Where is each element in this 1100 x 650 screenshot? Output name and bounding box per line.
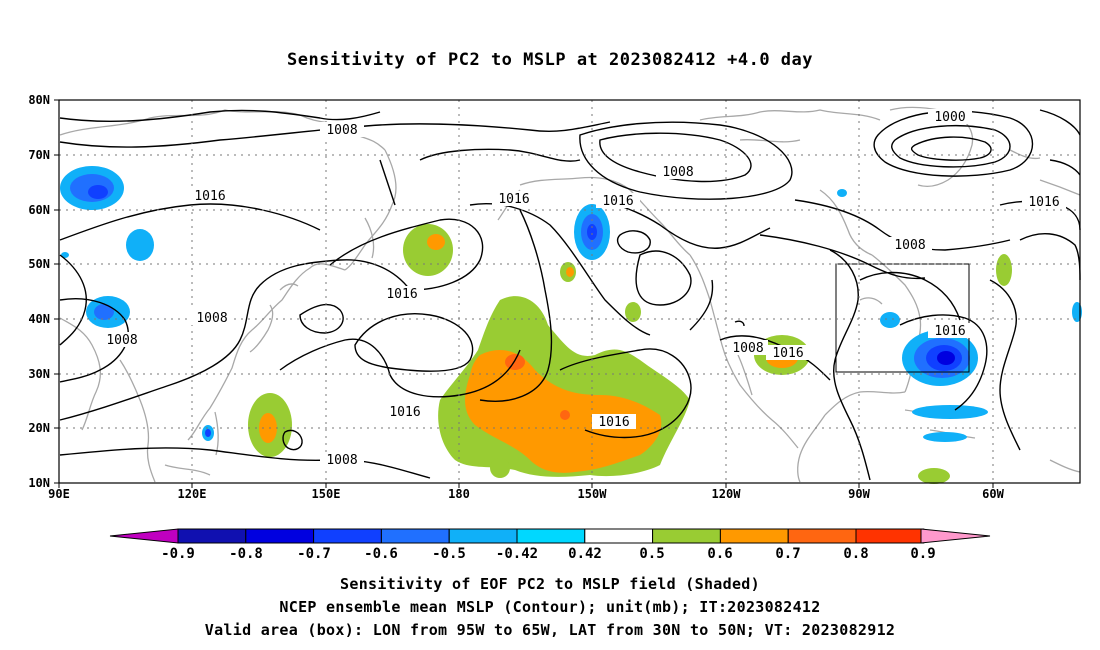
- colorbar-swatch: [584, 528, 654, 544]
- colorbar-tick-label: -0.8: [229, 546, 263, 562]
- lat-lon-grid: [59, 100, 1080, 483]
- negative-sensitivity-shading: [60, 166, 1082, 442]
- contour-label: 1016: [1028, 195, 1059, 210]
- lon-label: 120W: [712, 487, 742, 501]
- contour-label: 1016: [598, 415, 629, 430]
- colorbar-swatch: [380, 528, 450, 544]
- colorbar-tick-label: -0.9: [161, 546, 195, 562]
- lat-label: 80N: [28, 93, 50, 107]
- contour-label: 1008: [106, 333, 137, 348]
- colorbar-swatch: [652, 528, 721, 544]
- colorbar-swatch: [177, 528, 247, 544]
- longitude-labels: 90E 120E 150E 180 150W 120W 90W 60W: [48, 487, 1004, 501]
- lon-label: 120E: [178, 487, 207, 501]
- contour-label: 1008: [662, 165, 693, 180]
- colorbar-swatch: [719, 528, 789, 544]
- contour-label: 1016: [386, 287, 417, 302]
- contour-label: 1008: [326, 123, 357, 138]
- colorbar-tick-label: 0.7: [775, 546, 800, 562]
- lat-label: 40N: [28, 312, 50, 326]
- colorbar-swatch: [448, 528, 518, 544]
- contour-label: 1008: [196, 311, 227, 326]
- contour-label: 1016: [772, 346, 803, 361]
- contour-label: 1016: [934, 324, 965, 339]
- contour-label: 1008: [732, 341, 763, 356]
- contour-label: 1008: [894, 238, 925, 253]
- colorbar-right-arrow: [920, 528, 991, 544]
- colorbar-tick-label: 0.42: [568, 546, 602, 562]
- colorbar-tick-label: 0.9: [910, 546, 935, 562]
- colorbar-tick-label: 0.6: [707, 546, 732, 562]
- latitude-labels: 80N 70N 60N 50N 40N 30N 20N 10N: [28, 93, 50, 490]
- contour-labels: 1008 1000 1008 1016 1016 1016 1016 1008 …: [100, 109, 1066, 468]
- colorbar-left-arrow: [109, 528, 179, 544]
- contour-label: 1016: [389, 405, 420, 420]
- lat-label: 70N: [28, 148, 50, 162]
- lon-label: 90E: [48, 487, 70, 501]
- colorbar-tick-label: -0.5: [432, 546, 466, 562]
- colorbar-swatch: [313, 528, 382, 544]
- caption-line-2: NCEP ensemble mean MSLP (Contour); unit(…: [279, 598, 821, 616]
- colorbar-tick-label: -0.7: [297, 546, 331, 562]
- valid-area-box: [835, 263, 970, 373]
- contour-label: 1016: [602, 194, 633, 209]
- caption-line-1: Sensitivity of EOF PC2 to MSLP field (Sh…: [340, 575, 760, 593]
- colorbar: -0.9 -0.8 -0.7 -0.6 -0.5 -0.42 0.42 0.5 …: [109, 528, 991, 562]
- lat-label: 10N: [28, 476, 50, 490]
- lon-label: 180: [448, 487, 470, 501]
- caption-line-3: Valid area (box): LON from 95W to 65W, L…: [204, 621, 896, 639]
- lon-label: 60W: [982, 487, 1004, 501]
- colorbar-tick-label: 0.5: [639, 546, 664, 562]
- lat-label: 60N: [28, 203, 50, 217]
- lon-label: 90W: [848, 487, 870, 501]
- lon-label: 150W: [578, 487, 608, 501]
- colorbar-swatch: [245, 528, 315, 544]
- colorbar-tick-label: -0.6: [364, 546, 398, 562]
- axis-ticks: [54, 99, 994, 488]
- map-frame: [58, 99, 1081, 484]
- colorbar-swatch: [787, 528, 857, 544]
- colorbar-swatch: [855, 528, 925, 544]
- contour-label: 1000: [934, 110, 965, 125]
- contour-label: 1016: [194, 189, 225, 204]
- colorbar-tick-label: 0.8: [843, 546, 868, 562]
- contour-label: 1016: [498, 192, 529, 207]
- lon-label: 150E: [312, 487, 341, 501]
- lat-label: 50N: [28, 257, 50, 271]
- lat-label: 30N: [28, 367, 50, 381]
- colorbar-swatch: [516, 528, 586, 544]
- contour-label: 1008: [326, 453, 357, 468]
- lat-label: 20N: [28, 421, 50, 435]
- map-title: Sensitivity of PC2 to MSLP at 2023082412…: [286, 50, 813, 70]
- colorbar-tick-label: -0.42: [496, 546, 538, 562]
